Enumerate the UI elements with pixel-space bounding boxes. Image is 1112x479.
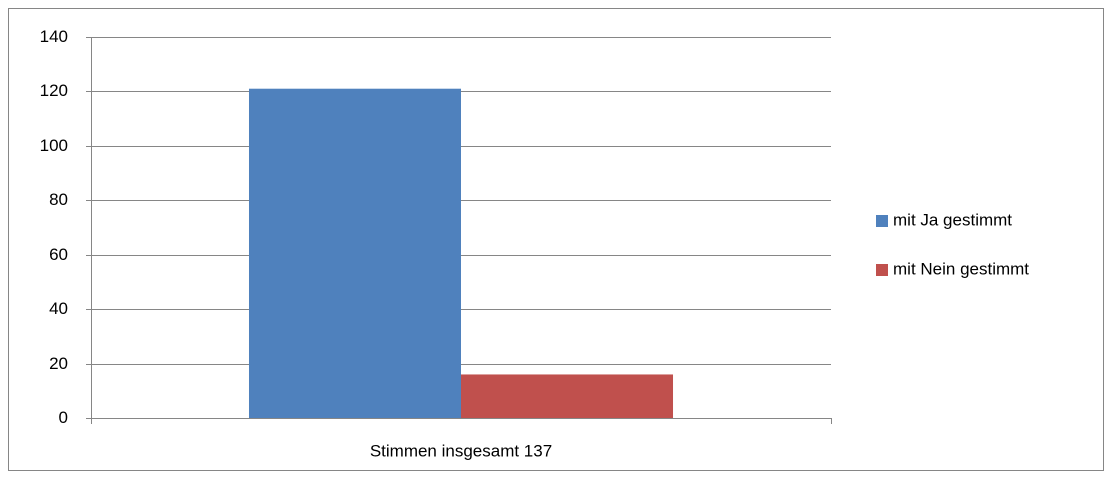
bar [248, 88, 461, 418]
y-tick-label: 140 [40, 27, 68, 46]
bar [461, 374, 674, 418]
y-tick-label: 40 [49, 299, 68, 318]
y-tick-label: 80 [49, 190, 68, 209]
y-tick-label: 0 [59, 408, 68, 427]
legend-swatch [876, 264, 888, 276]
y-tick-label: 100 [40, 136, 68, 155]
y-tick-label: 60 [49, 245, 68, 264]
y-tick-label: 120 [40, 81, 68, 100]
x-tick-label: Stimmen insgesamt 137 [370, 441, 552, 460]
legend-swatch [876, 215, 888, 227]
legend-label: mit Nein gestimmt [893, 259, 1029, 278]
legend-label: mit Ja gestimmt [893, 210, 1012, 229]
y-tick-label: 20 [49, 354, 68, 373]
